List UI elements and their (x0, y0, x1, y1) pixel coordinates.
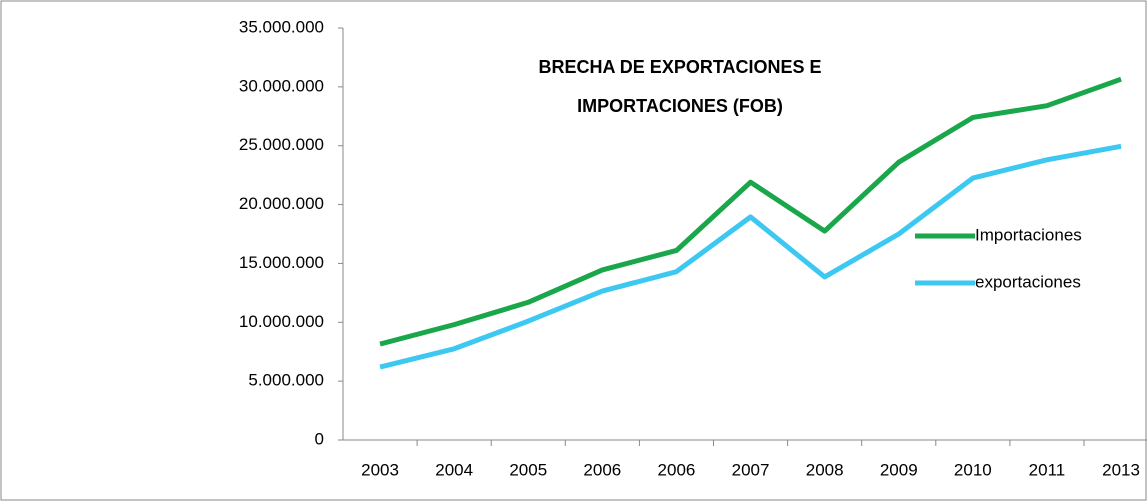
x-tick-label: 2010 (954, 460, 992, 479)
x-tick-label: 2009 (880, 460, 918, 479)
x-tick-label: 2003 (361, 460, 399, 479)
x-tick-label: 2006 (583, 460, 621, 479)
legend-label: Importaciones (975, 225, 1082, 244)
y-tick-label: 15.000.000 (239, 253, 324, 272)
series-line (379, 76, 1122, 347)
x-tick-label: 2011 (1029, 460, 1066, 479)
x-tick-label: 2013 (1102, 460, 1140, 479)
y-tick-label: 5.000.000 (248, 371, 324, 390)
y-tick-label: 35.000.000 (239, 17, 324, 36)
x-tick-label: 2006 (658, 460, 696, 479)
x-tick-label: 2007 (732, 460, 770, 479)
y-tick-label: 0 (315, 429, 324, 448)
x-tick-label: 2008 (806, 460, 844, 479)
x-tick-label: 2005 (509, 460, 547, 479)
y-tick-label: 30.000.000 (239, 76, 324, 95)
y-tick-label: 10.000.000 (239, 312, 324, 331)
y-tick-label: 25.000.000 (239, 135, 324, 154)
legend-label: exportaciones (975, 272, 1081, 291)
series-line (379, 143, 1122, 370)
x-tick-label: 2004 (435, 460, 473, 479)
chart-title: BRECHA DE EXPORTACIONES E IMPORTACIONES … (538, 57, 822, 116)
y-tick-label: 20.000.000 (239, 194, 324, 213)
